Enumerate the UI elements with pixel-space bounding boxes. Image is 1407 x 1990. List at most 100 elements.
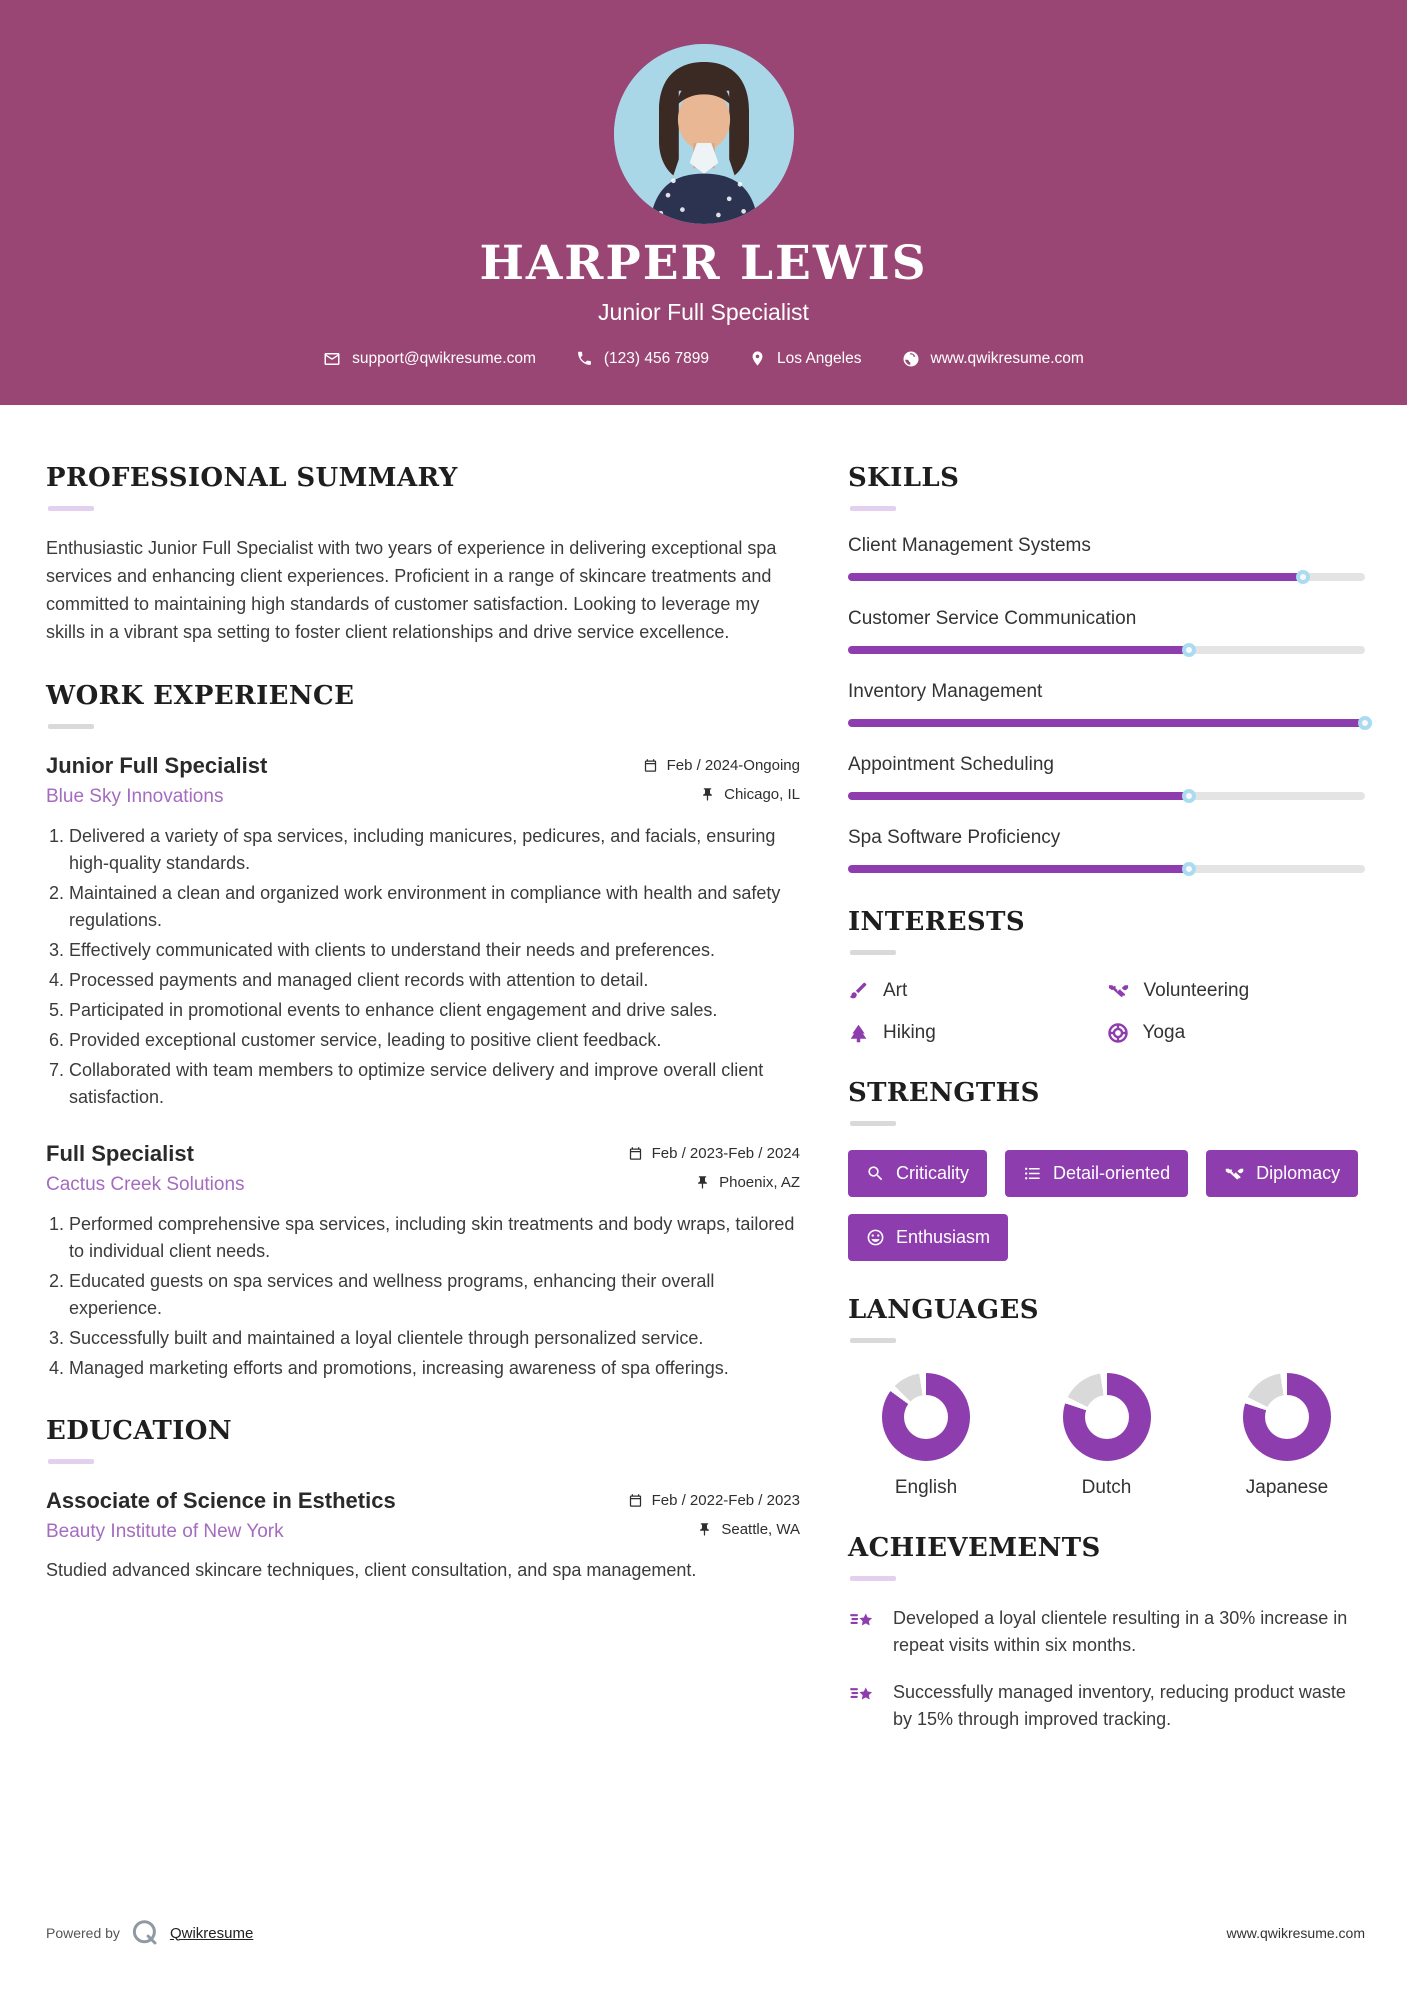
work-heading: WORK EXPERIENCE (46, 680, 355, 711)
skill-label: Customer Service Communication (848, 608, 1137, 629)
contact-phone[interactable]: (123) 456 7899 (576, 350, 709, 368)
language-donut-chart (1243, 1373, 1331, 1461)
skill-slider-thumb (1295, 570, 1310, 584)
skill-label: Spa Software Proficiency (848, 827, 1061, 848)
job-title: Full Specialist (46, 1140, 194, 1166)
contact-email-text: support@qwikresume.com (352, 349, 536, 367)
heading-rule (850, 1338, 896, 1343)
section-education: EDUCATION Associate of Science in Esthet… (46, 1416, 800, 1585)
job-bullet: Participated in promotional events to en… (69, 997, 800, 1024)
footer-site-url: www.qwikresume.com (1226, 1925, 1365, 1941)
contact-email[interactable]: support@qwikresume.com (323, 350, 536, 368)
contact-location[interactable]: Los Angeles (749, 349, 862, 368)
contact-website[interactable]: www.qwikresume.com (902, 350, 1084, 368)
interest-item: Art (848, 979, 1107, 1002)
search-icon (868, 1166, 883, 1181)
education-school: Beauty Institute of New York (46, 1520, 284, 1542)
email-icon (324, 352, 340, 365)
job-bullet: Provided exceptional customer service, l… (69, 1027, 800, 1054)
job-bullet: Delivered a variety of spa services, inc… (69, 823, 800, 877)
pushpin-icon (703, 787, 712, 801)
education-dates: Feb / 2022-Feb / 2023 (628, 1492, 800, 1509)
contact-website-text: www.qwikresume.com (930, 349, 1084, 367)
interest-label: Art (883, 979, 908, 1001)
heading-rule (48, 723, 94, 729)
language-label: Dutch (1081, 1477, 1132, 1498)
job-location-text: Chicago, IL (724, 785, 800, 803)
section-achievements: ACHIEVEMENTS Developed a loyal clientele… (848, 1533, 1365, 1733)
contact-location-text: Los Angeles (777, 349, 862, 367)
job-entry: Full Specialist Feb / 2023-Feb / 2024 Ca… (46, 1141, 800, 1382)
skill-slider (848, 716, 1372, 730)
header: HARPER LEWIS Junior Full Specialist supp… (0, 0, 1407, 405)
avatar (613, 44, 794, 224)
interest-item: Hiking (848, 1022, 1107, 1044)
heading-rule (850, 1576, 896, 1581)
skills-heading: SKILLS (848, 463, 960, 493)
skill-slider-thumb (1182, 643, 1197, 657)
skill-slider (848, 789, 1365, 803)
job-location: Phoenix, AZ (695, 1174, 800, 1191)
language-item: Japanese (1227, 1373, 1347, 1499)
languages-heading: LANGUAGES (848, 1295, 1039, 1325)
qwikresume-link[interactable]: Qwikresume (169, 1924, 254, 1942)
phone-icon (578, 351, 591, 366)
skill-item: Inventory Management (848, 681, 1372, 730)
achievement-item: Successfully managed inventory, reducing… (848, 1679, 1365, 1733)
job-bullet: Processed payments and managed client re… (69, 967, 800, 994)
calendar-icon (644, 758, 656, 772)
shooting-star-icon (850, 1687, 873, 1700)
candidate-title: Junior Full Specialist (598, 298, 809, 325)
section-strengths: STRENGTHS Criticality Detail-oriented Di… (848, 1078, 1365, 1261)
language-label: English (894, 1477, 958, 1498)
pushpin-icon (700, 1522, 710, 1536)
wheel-icon (1107, 1023, 1128, 1043)
website-icon (903, 351, 918, 367)
skill-slider-fill (848, 646, 1190, 654)
content: PROFESSIONAL SUMMARY Enthusiastic Junior… (0, 405, 1407, 1767)
education-location: Seattle, WA (697, 1521, 800, 1538)
education-description: Studied advanced skincare techniques, cl… (46, 1559, 697, 1580)
paintbrush-icon (849, 982, 867, 999)
location-icon (752, 351, 763, 366)
job-dates-text: Feb / 2023-Feb / 2024 (651, 1144, 800, 1162)
strength-label: Diplomacy (1256, 1163, 1341, 1183)
section-skills: SKILLS Client Management Systems Custome… (848, 463, 1372, 876)
job-dates: Feb / 2024-Ongoing (643, 757, 800, 774)
education-location-text: Seattle, WA (721, 1520, 800, 1538)
right-column: SKILLS Client Management Systems Custome… (848, 463, 1372, 1767)
job-bullet-list: Delivered a variety of spa services, inc… (46, 823, 800, 1111)
section-work-experience: WORK EXPERIENCE Junior Full Specialist F… (46, 681, 800, 1382)
handshake-icon (1108, 985, 1128, 997)
job-bullet-list: Performed comprehensive spa services, in… (46, 1211, 800, 1382)
achievements-heading: ACHIEVEMENTS (848, 1533, 1101, 1563)
job-bullet: Performed comprehensive spa services, in… (69, 1211, 800, 1265)
heading-rule (850, 506, 896, 511)
section-languages: LANGUAGES English Dutch Japanese (848, 1295, 1365, 1499)
skill-slider-thumb (1182, 862, 1197, 876)
qwikresume-logo-icon (132, 1920, 157, 1945)
job-company: Cactus Creek Solutions (46, 1173, 245, 1195)
heading-rule (850, 1121, 896, 1126)
achievement-text: Developed a loyal clientele resulting in… (893, 1608, 1348, 1655)
list-icon (1024, 1167, 1040, 1180)
job-bullet: Effectively communicated with clients to… (69, 937, 800, 964)
job-company: Blue Sky Innovations (46, 785, 224, 807)
tree-icon (850, 1024, 867, 1042)
strength-badge: Criticality (848, 1150, 988, 1197)
interest-label: Yoga (1142, 1022, 1186, 1043)
interest-item: Volunteering (1107, 979, 1366, 1002)
job-bullet: Managed marketing efforts and promotions… (69, 1355, 800, 1382)
calendar-icon (629, 1493, 641, 1507)
contact-phone-text: (123) 456 7899 (603, 349, 710, 367)
heading-rule (850, 950, 896, 955)
skill-slider-fill (848, 719, 1365, 727)
skill-slider (848, 862, 1365, 876)
education-heading: EDUCATION (46, 1415, 233, 1446)
powered-by-label: Powered by (46, 1925, 120, 1941)
pushpin-icon (698, 1175, 707, 1189)
skill-item: Customer Service Communication (848, 608, 1365, 657)
job-location-text: Phoenix, AZ (719, 1173, 800, 1191)
footer: Powered by Qwikresume www.qwikresume.com (46, 1918, 1365, 1948)
strength-badge: Diplomacy (1206, 1150, 1359, 1197)
